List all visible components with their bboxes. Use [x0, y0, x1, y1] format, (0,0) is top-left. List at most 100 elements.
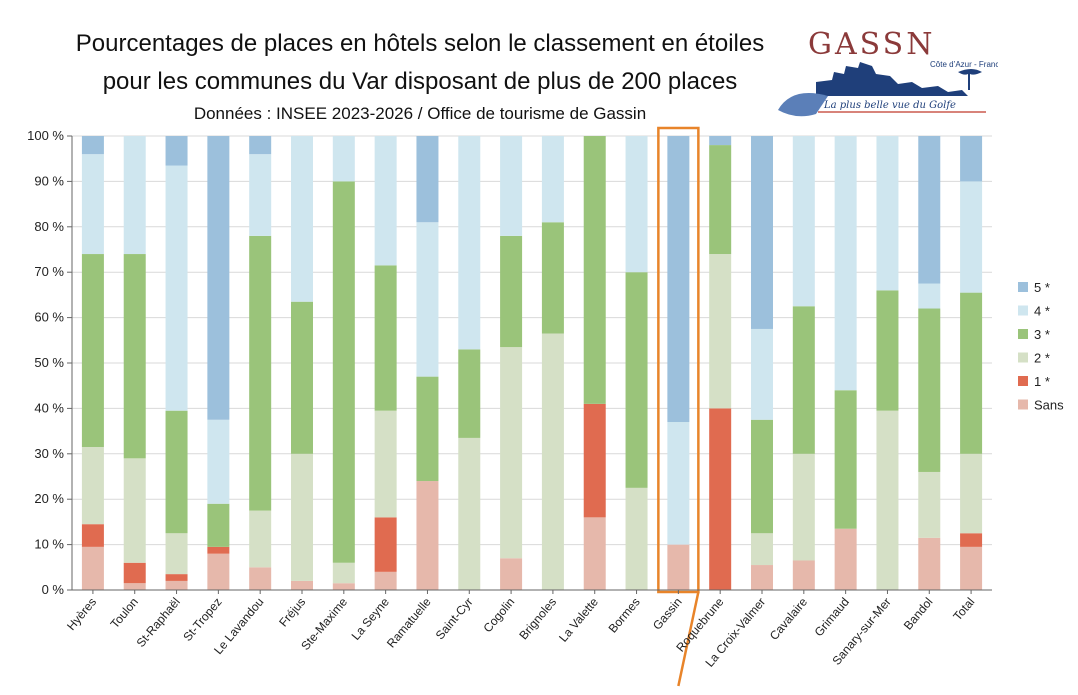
village-silhouette-icon: [816, 62, 968, 96]
bar-segment-4star: [876, 136, 899, 291]
bar-segment-3star: [541, 222, 564, 334]
bar-segment-3star: [458, 349, 481, 438]
bar-segment-4star: [500, 136, 523, 236]
logo-wordmark: GASSN: [808, 27, 935, 62]
y-tick-label: 10 %: [34, 537, 64, 552]
bar-segment-4star: [458, 136, 481, 350]
gassin-logo: GASSN Côte d’Azur - France La plus belle…: [778, 27, 998, 117]
bar-segment-2star: [876, 410, 899, 590]
x-category-label: Brignoles: [516, 595, 559, 642]
y-tick-label: 80 %: [34, 219, 64, 234]
x-category-label: Bandol: [901, 595, 936, 633]
y-tick-label: 20 %: [34, 491, 64, 506]
bar-segment-sans: [165, 580, 188, 590]
bar-segment-sans: [583, 517, 606, 590]
bar-segment-4star: [918, 283, 941, 309]
chart-title-line-2: pour les communes du Var disposant de pl…: [102, 68, 738, 95]
x-category-label: Saint-Cyr: [433, 595, 476, 642]
bar-segment-5star: [667, 136, 690, 423]
chart-subtitle: Données : INSEE 2023-2026 / Office de to…: [193, 104, 647, 123]
legend-swatch: [1018, 376, 1028, 386]
logo-region: Côte d’Azur - France: [930, 60, 998, 69]
bar-segment-sans: [374, 571, 397, 590]
bar-segment-5star: [751, 136, 773, 329]
bar-segment-2star: [165, 533, 188, 575]
gulf-swoosh-icon: [778, 93, 828, 117]
bar-segment-2star: [291, 453, 313, 581]
legend-label: 5 *: [1034, 280, 1050, 295]
bar-segment-1star: [123, 562, 146, 584]
bar-segment-sans: [123, 583, 146, 590]
bar-segment-3star: [625, 272, 648, 488]
bar-segment-sans: [500, 558, 523, 590]
bar-segment-4star: [332, 136, 355, 182]
bar-segment-3star: [583, 136, 606, 404]
bar-segment-5star: [918, 136, 941, 284]
bar-segment-4star: [249, 154, 272, 236]
bar-segment-3star: [751, 419, 773, 534]
bar-segment-5star: [960, 136, 983, 182]
y-tick-label: 70 %: [34, 264, 64, 279]
y-tick-label: 90 %: [34, 173, 64, 188]
bar-segment-4star: [291, 136, 313, 302]
x-category-label: Bormes: [606, 595, 643, 636]
chart-title-line-1: Pourcentages de places en hôtels selon l…: [75, 30, 765, 57]
legend-swatch: [1018, 399, 1028, 410]
bar-segment-sans: [291, 580, 313, 590]
bar-segment-3star: [792, 306, 815, 454]
bar-segment-1star: [960, 533, 983, 547]
y-tick-label: 40 %: [34, 400, 64, 415]
bar-segment-sans: [249, 567, 272, 590]
bar-segment-2star: [374, 410, 397, 518]
x-category-label: Grimaud: [812, 595, 852, 639]
bar-segment-sans: [751, 565, 773, 590]
bar-segment-4star: [165, 165, 188, 411]
x-category-label: Cogolin: [481, 595, 518, 635]
logo-slogan: La plus belle vue du Golfe: [823, 100, 956, 111]
legend-label: 1 *: [1034, 374, 1050, 389]
x-category-label: Toulon: [108, 595, 141, 631]
bar-segment-3star: [123, 254, 146, 459]
bar-segment-5star: [165, 136, 188, 166]
y-tick-label: 0 %: [42, 582, 65, 597]
bar-segment-4star: [207, 419, 230, 504]
bar-segment-sans: [792, 560, 815, 590]
x-category-label: Gassin: [650, 595, 685, 633]
legend-label: 3 *: [1034, 327, 1050, 342]
bar-segment-1star: [165, 574, 188, 581]
legend-label: 4 *: [1034, 304, 1050, 319]
bar-segment-3star: [876, 290, 899, 411]
highlight-pointer: [677, 591, 700, 687]
bar-segment-5star: [249, 136, 272, 155]
bar-segment-3star: [81, 254, 104, 447]
legend-swatch: [1018, 282, 1028, 292]
bar-segment-3star: [249, 235, 272, 511]
bar-segment-4star: [834, 136, 857, 391]
x-category-label: Ramatuelle: [384, 595, 434, 651]
bar-segment-4star: [123, 136, 146, 255]
bar-segment-2star: [332, 562, 355, 584]
bar-segment-4star: [667, 422, 690, 545]
bar-segment-2star: [500, 347, 523, 559]
x-category-label: La Seyne: [349, 595, 393, 643]
bar-segment-1star: [81, 524, 104, 547]
bar-segment-3star: [374, 265, 397, 411]
bar-segment-5star: [81, 136, 104, 155]
bar-segment-2star: [792, 453, 815, 561]
bar-segment-5star: [207, 136, 230, 420]
y-tick-label: 100 %: [27, 128, 64, 143]
bar-segment-sans: [332, 583, 355, 590]
bar-segment-4star: [374, 136, 397, 266]
bar-segment-sans: [416, 481, 439, 590]
y-tick-label: 60 %: [34, 310, 64, 325]
legend-swatch: [1018, 305, 1028, 316]
bar-segment-4star: [751, 328, 773, 420]
bar-segment-3star: [332, 181, 355, 563]
bar-segment-3star: [500, 235, 523, 348]
bar-segment-2star: [709, 254, 732, 409]
bar-segment-1star: [583, 403, 606, 518]
bars: [81, 126, 983, 687]
bar-segment-1star: [207, 546, 230, 554]
bar-segment-1star: [709, 408, 732, 590]
bar-segment-3star: [207, 503, 230, 547]
